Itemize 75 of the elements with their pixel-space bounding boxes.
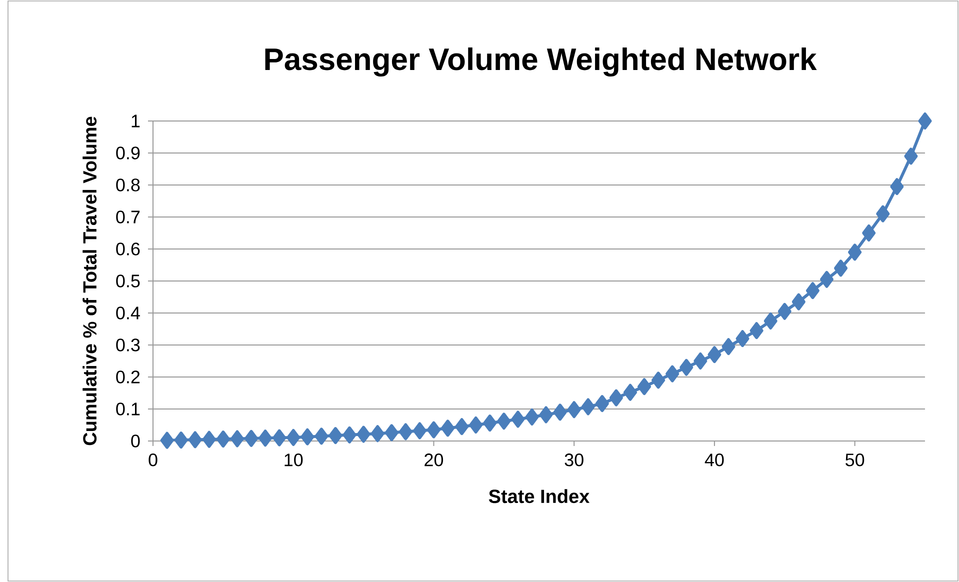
point (216, 430, 230, 448)
y-tick-label: 0 (131, 434, 140, 448)
point (694, 352, 708, 370)
point (722, 338, 736, 356)
point (160, 432, 174, 449)
point (525, 408, 539, 426)
x-axis-title: State Index (488, 489, 590, 504)
y-axis-title: Cumulative % of Total Travel Volume (82, 116, 97, 446)
point (736, 330, 750, 348)
point (539, 406, 553, 424)
point (609, 389, 623, 406)
y-tick-label: 0.5 (116, 274, 140, 288)
point (666, 365, 680, 382)
point (848, 244, 862, 261)
point (426, 421, 440, 438)
y-tick-label: 1 (132, 114, 140, 128)
y-tick-label: 0.3 (116, 338, 140, 352)
point (328, 427, 342, 444)
point (258, 430, 272, 447)
chart-title: Passenger Volume Weighted Network (265, 47, 817, 77)
point (441, 420, 455, 437)
point (469, 416, 483, 434)
point (230, 430, 244, 448)
point (398, 423, 412, 440)
point (314, 428, 328, 445)
point (834, 260, 848, 277)
point (890, 178, 904, 196)
point (750, 322, 764, 340)
point (806, 282, 820, 300)
y-tick-label: 0.2 (116, 370, 140, 384)
x-tick-label: 50 (846, 454, 864, 466)
point (638, 378, 652, 396)
point (764, 312, 778, 330)
y-tick-label: 0.4 (116, 306, 140, 320)
point (370, 425, 384, 442)
point (792, 293, 806, 310)
point (174, 432, 188, 449)
point (511, 410, 525, 428)
point (708, 346, 722, 364)
point (623, 384, 637, 401)
point (778, 302, 792, 320)
point (581, 398, 595, 416)
y-tick-label: 0.6 (116, 242, 140, 256)
point (286, 428, 300, 446)
point (272, 429, 286, 446)
y-tick-label: 0.7 (116, 210, 140, 224)
point (188, 431, 202, 448)
point (862, 224, 876, 242)
point (595, 395, 609, 412)
point (652, 372, 666, 389)
point (202, 430, 216, 448)
point (497, 412, 511, 430)
point (876, 205, 890, 222)
y-tick-label: 0.8 (116, 178, 140, 192)
point (820, 270, 834, 288)
y-tick-label: 0.9 (116, 146, 140, 160)
point (904, 148, 918, 165)
x-tick-label: 30 (564, 454, 584, 466)
point (384, 424, 398, 442)
point (356, 426, 370, 443)
point (483, 414, 497, 432)
point (412, 422, 426, 440)
x-tick-label: 10 (284, 454, 303, 466)
x-tick-label: 0 (148, 454, 158, 466)
point (342, 426, 356, 444)
point (567, 401, 581, 418)
point (553, 404, 567, 421)
point (918, 112, 932, 130)
point (455, 418, 469, 436)
point (300, 428, 314, 446)
point (244, 430, 258, 447)
x-tick-label: 40 (704, 454, 724, 466)
point (680, 358, 694, 376)
x-tick-label: 20 (424, 454, 444, 466)
y-tick-label: 0.1 (116, 402, 140, 416)
